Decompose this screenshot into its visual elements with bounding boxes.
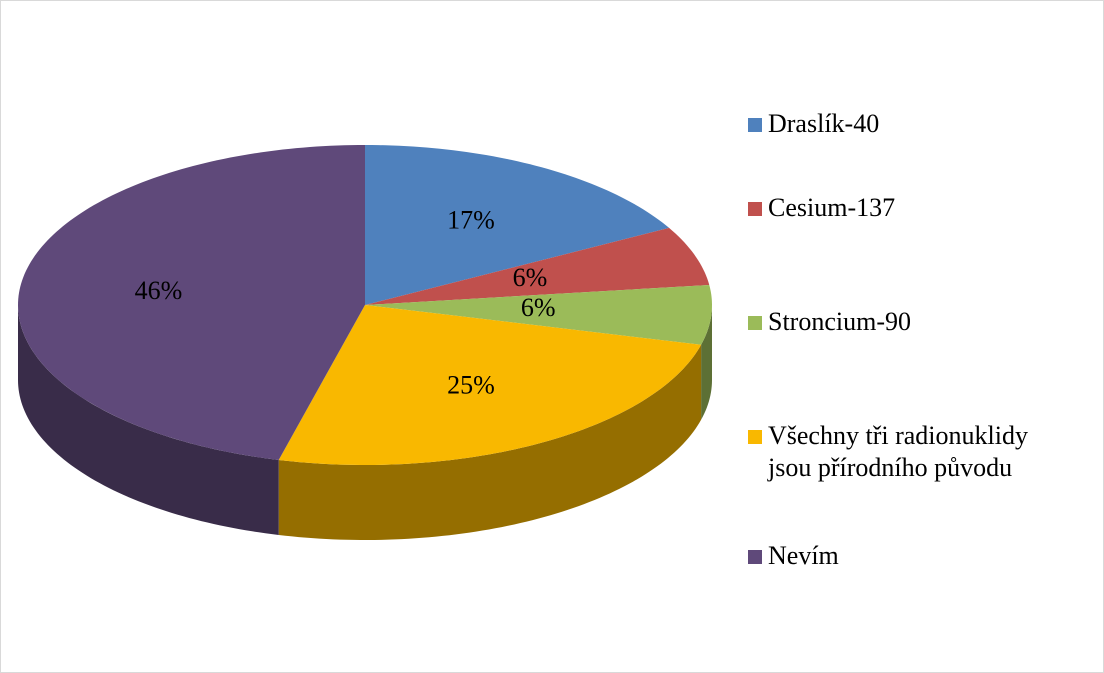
data-label: 17% — [447, 205, 495, 234]
legend-label: Stroncium-90 — [768, 307, 911, 336]
legend-label: Cesium-137 — [768, 193, 896, 222]
legend: Draslík-40 Cesium-137 Stroncium-90 Všechny … — [748, 108, 1098, 572]
slice-side — [701, 305, 712, 420]
legend-item: Nevím — [748, 540, 1098, 572]
legend-swatch — [748, 202, 762, 216]
legend-item: Stroncium-90 — [748, 306, 1098, 338]
slice — [365, 145, 670, 305]
slice — [365, 227, 710, 305]
slice — [18, 145, 366, 460]
legend-swatch — [748, 316, 762, 330]
legend-swatch — [748, 550, 762, 564]
legend-item: Draslík-40 — [748, 108, 1098, 140]
slice-side — [18, 305, 279, 535]
slice — [278, 305, 702, 465]
data-label: 46% — [135, 276, 183, 305]
slice — [365, 284, 712, 345]
legend-label: Draslík-40 — [768, 109, 880, 138]
legend-swatch — [748, 430, 762, 444]
data-label: 6% — [521, 293, 556, 322]
slice-side — [278, 344, 702, 540]
legend-item: Všechny tři radionuklidy jsou přírodního… — [748, 420, 1098, 484]
legend-swatch — [748, 118, 762, 132]
legend-item: Cesium-137 — [748, 192, 1098, 224]
legend-label: Všechny tři radionuklidy jsou přírodního… — [768, 421, 1028, 482]
data-label: 6% — [513, 263, 548, 292]
data-label: 25% — [447, 371, 495, 400]
legend-label: Nevím — [768, 541, 839, 570]
